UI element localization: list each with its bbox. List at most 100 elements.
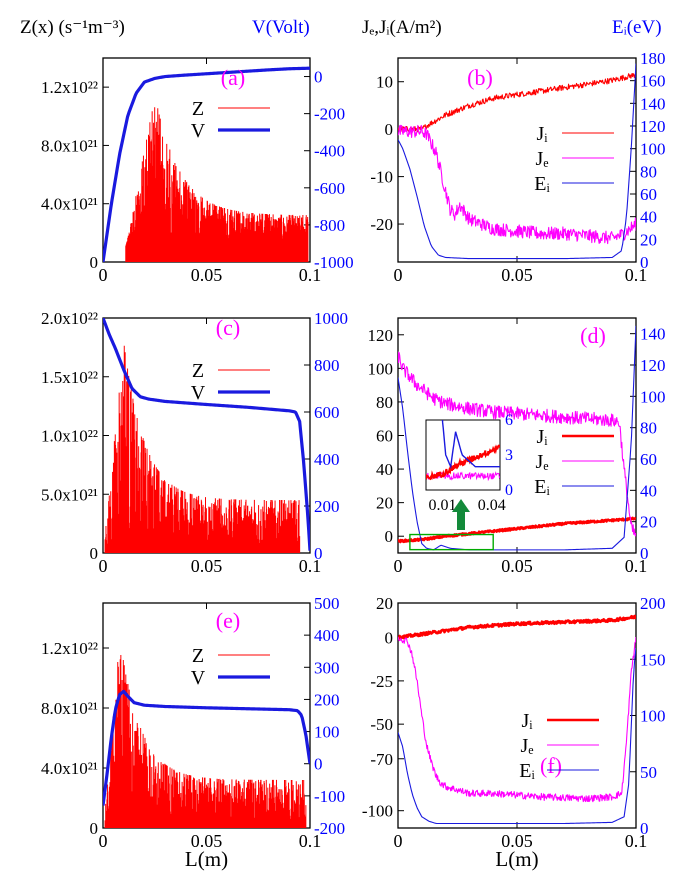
y-right-tick-label: 100: [314, 723, 340, 742]
y-right-tick-label: -200: [314, 819, 345, 838]
series-z-c: [104, 345, 301, 553]
y-right-tick-label: -200: [314, 105, 345, 124]
legend-label: Jₑ: [521, 735, 534, 757]
y-right-tick-label: 50: [640, 763, 657, 782]
x-tick-label: 0.05: [191, 265, 223, 285]
y-right-tick-label: 0: [314, 544, 323, 563]
y-right-tick-label: 400: [314, 626, 340, 645]
inset-y-tick-label: 6: [505, 412, 513, 429]
x-tick-label: 0.1: [299, 831, 322, 851]
y-right-tick-label: 200: [314, 497, 340, 516]
panel-label-c: (c): [216, 315, 240, 340]
legend-b: Jᵢ Jₑ Eᵢ: [534, 123, 614, 195]
y-right-tick-label: 100: [640, 140, 666, 159]
x-tick-label: 0.1: [625, 831, 648, 851]
y-left-tick-label: -70: [370, 750, 393, 769]
y-left-tick-label: 0: [90, 544, 99, 563]
y-right-tick-label: 80: [640, 419, 657, 438]
y-right-tick-label: 0: [640, 819, 649, 838]
x-tick-label: 0.05: [191, 831, 223, 851]
panel-label-d: (d): [580, 323, 606, 348]
y-left-tick-label: 5.0x10²¹: [41, 485, 98, 504]
y-right-tick-label: 800: [314, 356, 340, 375]
x-tick-label: 0.1: [625, 556, 648, 576]
y-right-tick-label: 140: [640, 325, 666, 344]
y-right-tick-label: 600: [314, 403, 340, 422]
legend-label: Z: [192, 98, 204, 120]
y-right-tick-label: 180: [640, 49, 666, 68]
y-left-tick-label: 0: [90, 253, 99, 272]
y-left-tick-label: 120: [368, 326, 394, 345]
y-left-tick-label: 8.0x10²¹: [41, 699, 98, 718]
y-left-tick-label: 20: [376, 594, 393, 613]
left-axis-title: Z(x) (s⁻¹m⁻³): [20, 17, 125, 38]
y-right-tick-label: 500: [314, 594, 340, 613]
y-left-tick-label: 20: [376, 494, 393, 513]
x-axis-label-f: L(m): [495, 847, 538, 871]
plot-area-d: [398, 325, 636, 551]
y-right-tick-label: 1000: [314, 309, 348, 328]
x-tick-label: 0.1: [299, 265, 322, 285]
series-ei-b: [398, 63, 636, 260]
x-tick-label: 0: [394, 265, 403, 285]
y-left-tick-label: 40: [376, 460, 393, 479]
y-right-tick-label: 200: [314, 690, 340, 709]
y-right-tick-label: 0: [640, 544, 649, 563]
y-right-tick-label: 80: [640, 162, 657, 181]
y-right-tick-label: -1000: [314, 253, 354, 272]
y-left-tick-label: 60: [376, 427, 393, 446]
y-right-tick-label: 60: [640, 185, 657, 204]
y-right-tick-label: 60: [640, 450, 657, 469]
legend-label: Jᵢ: [536, 426, 548, 448]
series-v-c: [103, 318, 310, 551]
legend-a: ZV: [191, 98, 270, 142]
inset-x-tick-label: 0.04: [478, 497, 506, 514]
inset-x-tick-label: 0.01: [428, 497, 456, 514]
y-right-tick-label: 160: [640, 72, 666, 91]
series-je-d: [398, 351, 636, 537]
x-tick-label: 0.05: [501, 556, 533, 576]
panel-label-f: (f): [540, 753, 562, 778]
legend-label: Jₑ: [536, 451, 549, 473]
y-left-tick-label: 1.5x10²²: [41, 368, 98, 387]
series-ei-f: [398, 647, 636, 825]
y-right-tick-label: 0: [314, 755, 323, 774]
y-left-tick-label: 0: [385, 527, 394, 546]
y-left-tick-label: 4.0x10²¹: [41, 195, 98, 214]
legend-label: Eᵢ: [519, 760, 535, 782]
x-tick-label: 0.05: [191, 556, 223, 576]
inset-y-tick-label: 3: [505, 447, 513, 464]
legend-label: Eᵢ: [534, 476, 550, 498]
y-left-tick-label: 80: [376, 393, 393, 412]
y-right-tick-label: 150: [640, 650, 666, 669]
series-v-e: [103, 689, 310, 806]
series-ji-b: [398, 72, 636, 133]
series-z-a: [125, 107, 309, 262]
legend-label: V: [191, 667, 206, 689]
y-left-tick-label: 8.0x10²¹: [41, 136, 98, 155]
panel-b: 0 0.05 0.1-20-1001002040608010012014016018…: [370, 49, 665, 285]
y-right-tick-label: 400: [314, 450, 340, 469]
x-tick-label: 0.1: [299, 556, 322, 576]
legend-label: V: [191, 382, 206, 404]
x-tick-label: 0: [99, 831, 108, 851]
y-right-tick-label: 120: [640, 117, 666, 136]
right-axis-title: Jₑ,Jᵢ(A/m²): [362, 17, 442, 38]
y-left-tick-label: -20: [370, 215, 393, 234]
x-tick-label: 0.05: [501, 265, 533, 285]
legend-label: Jᵢ: [536, 123, 548, 145]
y-right-tick-label: 0: [640, 253, 649, 272]
legend-label: Eᵢ: [534, 173, 550, 195]
y-left-tick-label: 0: [385, 120, 394, 139]
panel-label-a: (a): [221, 65, 245, 90]
legend-d: Jᵢ Jₑ Eᵢ: [534, 426, 614, 498]
y-left-tick-label: -10: [370, 168, 393, 187]
legend-label: Z: [192, 645, 204, 667]
series-je-f: [398, 636, 636, 803]
series-ei-d: [398, 325, 636, 551]
y-right-tick-label: 20: [640, 230, 657, 249]
y-left-tick-label: 1.0x10²²: [41, 427, 98, 446]
y-right-tick-label: 120: [640, 356, 666, 375]
legend-c: ZV: [191, 360, 270, 404]
x-tick-label: 0.1: [625, 265, 648, 285]
